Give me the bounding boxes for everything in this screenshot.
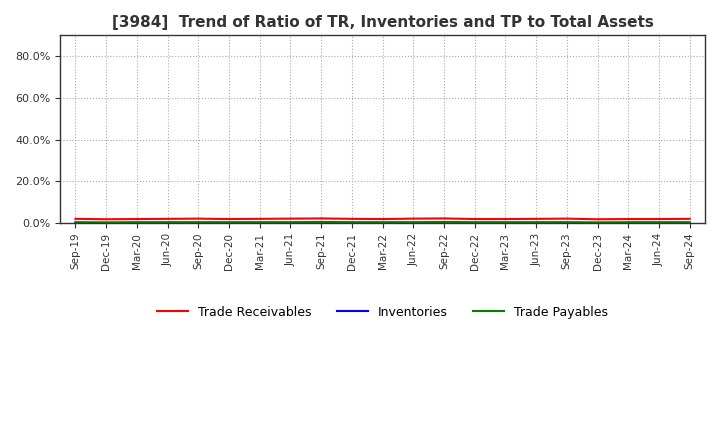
Inventories [409, 220, 418, 226]
Trade Receivables [654, 216, 663, 222]
Inventories [194, 220, 202, 226]
Inventories [654, 220, 663, 226]
Trade Receivables [593, 216, 602, 222]
Trade Payables [286, 220, 294, 225]
Line: Trade Receivables: Trade Receivables [76, 218, 690, 219]
Trade Payables [624, 220, 633, 225]
Legend: Trade Receivables, Inventories, Trade Payables: Trade Receivables, Inventories, Trade Pa… [152, 301, 613, 323]
Inventories [71, 220, 80, 226]
Trade Payables [102, 220, 110, 225]
Trade Payables [470, 220, 479, 225]
Trade Receivables [532, 216, 541, 221]
Trade Receivables [102, 216, 110, 222]
Trade Payables [132, 220, 141, 225]
Trade Receivables [501, 216, 510, 222]
Trade Payables [501, 220, 510, 225]
Trade Payables [409, 220, 418, 225]
Inventories [132, 220, 141, 226]
Trade Receivables [624, 216, 633, 222]
Trade Payables [348, 220, 356, 225]
Inventories [348, 220, 356, 226]
Inventories [532, 220, 541, 226]
Trade Receivables [470, 216, 479, 222]
Inventories [501, 220, 510, 226]
Trade Receivables [225, 216, 233, 222]
Inventories [163, 220, 172, 226]
Trade Payables [532, 220, 541, 225]
Inventories [624, 220, 633, 226]
Trade Receivables [286, 216, 294, 221]
Trade Receivables [685, 216, 694, 221]
Inventories [286, 220, 294, 226]
Inventories [256, 220, 264, 226]
Trade Payables [163, 220, 172, 225]
Trade Payables [593, 220, 602, 225]
Trade Payables [654, 220, 663, 225]
Inventories [378, 220, 387, 226]
Trade Receivables [440, 216, 449, 221]
Inventories [562, 220, 571, 226]
Trade Payables [71, 220, 80, 225]
Inventories [317, 220, 325, 226]
Trade Receivables [317, 216, 325, 221]
Trade Receivables [163, 216, 172, 221]
Trade Payables [225, 220, 233, 225]
Title: [3984]  Trend of Ratio of TR, Inventories and TP to Total Assets: [3984] Trend of Ratio of TR, Inventories… [112, 15, 654, 30]
Trade Payables [317, 219, 325, 224]
Inventories [102, 220, 110, 226]
Trade Receivables [378, 216, 387, 222]
Inventories [593, 220, 602, 226]
Trade Receivables [71, 216, 80, 221]
Trade Receivables [348, 216, 356, 221]
Trade Receivables [409, 216, 418, 221]
Trade Payables [440, 219, 449, 224]
Trade Payables [256, 220, 264, 225]
Inventories [440, 220, 449, 226]
Inventories [225, 220, 233, 226]
Trade Receivables [194, 216, 202, 221]
Trade Receivables [256, 216, 264, 221]
Inventories [685, 220, 694, 226]
Trade Payables [685, 220, 694, 225]
Trade Payables [378, 220, 387, 225]
Trade Receivables [562, 216, 571, 221]
Trade Payables [194, 220, 202, 225]
Inventories [470, 220, 479, 226]
Trade Payables [562, 220, 571, 225]
Trade Receivables [132, 216, 141, 222]
